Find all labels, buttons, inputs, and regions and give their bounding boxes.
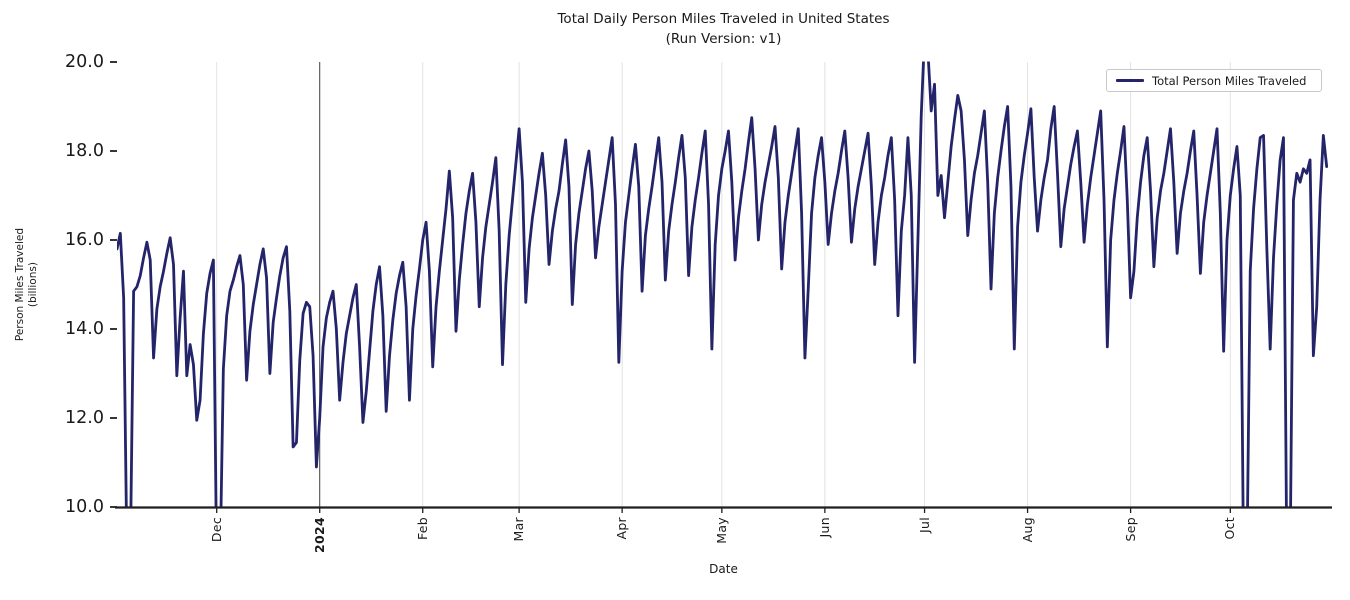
x-tick-label-2024: 2024: [311, 517, 327, 553]
y-tick-label-18.0: 18.0: [65, 141, 104, 161]
y-tick-label-20.0: 20.0: [65, 52, 104, 72]
legend-line-swatch: [1116, 78, 1144, 83]
title-block: Total Daily Person Miles Traveled in Uni…: [117, 9, 1330, 49]
x-tick-label-mar: Mar: [511, 517, 527, 542]
legend-label: Total Person Miles Traveled: [1152, 73, 1307, 88]
y-tick-label-14.0: 14.0: [65, 319, 104, 339]
x-tick-label-jul: Jul: [916, 517, 932, 533]
x-tick-label-apr: Apr: [614, 517, 630, 540]
y-tick-label-12.0: 12.0: [65, 408, 104, 428]
x-tick-label-aug: Aug: [1019, 517, 1035, 543]
chart-title: Total Daily Person Miles Traveled in Uni…: [557, 11, 890, 27]
y-tick-label-10.0: 10.0: [65, 497, 104, 517]
x-tick-label-feb: Feb: [414, 517, 430, 541]
x-tick-label-jun: Jun: [816, 517, 832, 538]
x-tick-label-oct: Oct: [1222, 517, 1238, 540]
legend: Total Person Miles Traveled: [1106, 69, 1322, 92]
chart-subtitle: (Run Version: v1): [665, 31, 782, 47]
y-tick-label-16.0: 16.0: [65, 230, 104, 250]
x-tick-label-may: May: [713, 517, 729, 544]
total-person-miles-line: [117, 61, 1329, 508]
x-axis-label: Date: [709, 562, 738, 576]
x-tick-label-dec: Dec: [208, 517, 224, 543]
x-tick-label-sep: Sep: [1122, 517, 1138, 542]
